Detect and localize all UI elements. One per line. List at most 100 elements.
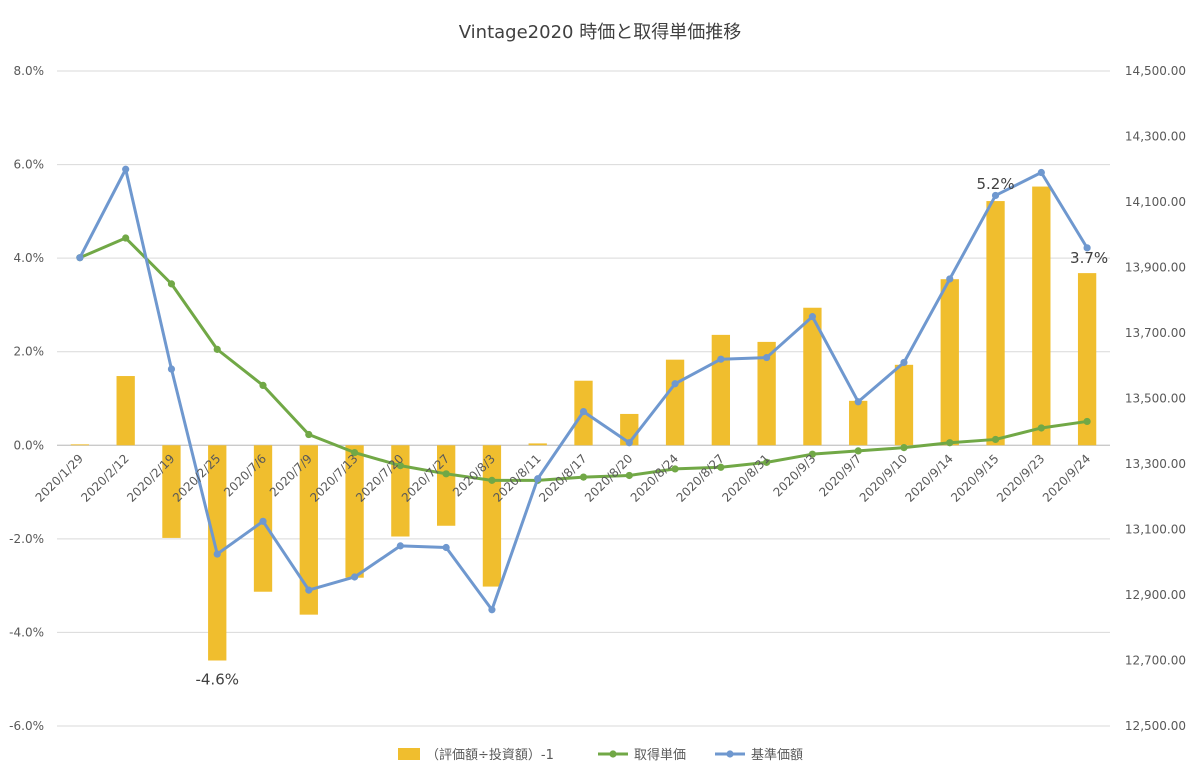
left-tick-label: 0.0% [14, 438, 45, 452]
data-point [1037, 168, 1045, 177]
line-series [76, 165, 1091, 614]
right-tick-label: 12,900.00 [1125, 588, 1186, 602]
category-label: 2020/8/31 [719, 452, 772, 505]
data-point [763, 353, 771, 362]
right-tick-label: 13,900.00 [1125, 261, 1186, 275]
data-point [259, 517, 267, 525]
bar [436, 445, 456, 526]
data-point [854, 447, 862, 455]
bar [711, 334, 731, 446]
legend-label: 基準価額 [751, 747, 803, 763]
category-label: 2020/9/14 [902, 452, 955, 505]
data-point [396, 542, 404, 550]
legend-label: 取得単価 [634, 747, 686, 763]
data-point [946, 275, 954, 283]
data-point [488, 606, 496, 614]
bar [391, 445, 410, 537]
left-tick-label: -4.0% [9, 625, 44, 639]
data-point [1083, 244, 1091, 252]
data-label: 5.2% [976, 175, 1014, 193]
category-label: 2020/9/7 [816, 452, 864, 500]
data-point [717, 355, 725, 363]
category-label: 2020/1/29 [33, 452, 86, 505]
data-point [213, 550, 221, 558]
bar [345, 445, 364, 578]
bar [528, 443, 547, 446]
bar [1077, 273, 1097, 446]
bar [940, 279, 959, 446]
right-tick-label: 12,500.00 [1125, 719, 1186, 733]
data-point [900, 444, 908, 452]
right-tick-label: 13,300.00 [1125, 457, 1186, 471]
legend-marker [609, 750, 617, 758]
data-point [167, 365, 176, 373]
data-point [1083, 417, 1091, 426]
data-point [350, 448, 359, 457]
data-point [900, 358, 908, 367]
category-label: 2020/8/27 [674, 452, 727, 505]
bar [299, 445, 318, 615]
data-point [259, 381, 267, 389]
right-tick-label: 13,700.00 [1125, 326, 1186, 340]
data-point [625, 439, 633, 447]
category-label: 2020/2/12 [78, 452, 131, 505]
data-point [442, 470, 450, 478]
data-point [671, 465, 679, 473]
category-label: 2020/9/23 [994, 452, 1047, 505]
left-tick-label: 8.0% [14, 64, 45, 78]
bar [849, 400, 868, 446]
data-point [442, 543, 450, 552]
bar-series [70, 186, 1097, 661]
left-tick-label: -2.0% [9, 532, 44, 546]
data-point [534, 475, 542, 483]
data-point [167, 280, 176, 288]
bar [803, 307, 822, 446]
legend: （評価額÷投資額）-1 取得単価 基準価額 [398, 747, 803, 763]
bar [70, 444, 90, 446]
bar [1032, 186, 1051, 446]
data-point [305, 430, 313, 439]
data-point [122, 234, 130, 242]
bar [665, 359, 685, 446]
data-point [991, 191, 1000, 200]
legend-swatch [398, 748, 420, 760]
data-point [579, 473, 588, 481]
data-point [671, 380, 679, 388]
data-point [808, 450, 817, 458]
data-point [991, 435, 1000, 444]
right-tick-label: 13,500.00 [1125, 392, 1186, 406]
data-point [122, 165, 130, 173]
data-label: -4.6% [195, 671, 239, 689]
left-tick-label: 4.0% [14, 251, 45, 265]
data-point [763, 458, 771, 466]
right-tick-label: 14,300.00 [1125, 130, 1186, 144]
category-label: 2020/9/24 [1040, 452, 1093, 505]
data-point [946, 439, 954, 447]
data-point [213, 345, 221, 353]
right-axis: 12,500.00 12,700.00 12,900.00 13,100.00 13,3… [1125, 64, 1186, 733]
data-label: 3.7% [1070, 249, 1108, 267]
data-point [808, 313, 817, 321]
right-tick-label: 14,500.00 [1125, 64, 1186, 78]
bar [757, 341, 776, 446]
data-point [1037, 424, 1045, 432]
right-tick-label: 14,100.00 [1125, 195, 1186, 209]
data-point [717, 463, 725, 471]
data-point [579, 408, 588, 416]
category-axis: 2020/1/292020/2/122020/2/192020/2/252020… [33, 452, 1094, 505]
data-point [350, 573, 359, 581]
data-point [854, 398, 862, 406]
right-tick-label: 13,100.00 [1125, 523, 1186, 537]
bar [162, 445, 181, 538]
bar [986, 201, 1005, 446]
data-labels: -4.6% 5.2% 3.7% [195, 175, 1108, 688]
left-tick-label: 6.0% [14, 158, 45, 172]
data-point [396, 462, 404, 470]
category-label: 2020/9/15 [948, 452, 1001, 505]
bar [894, 364, 914, 446]
legend-label: （評価額÷投資額）-1 [426, 747, 554, 763]
chart-title: Vintage2020 時価と取得単価推移 [459, 22, 741, 43]
data-point [76, 254, 84, 262]
